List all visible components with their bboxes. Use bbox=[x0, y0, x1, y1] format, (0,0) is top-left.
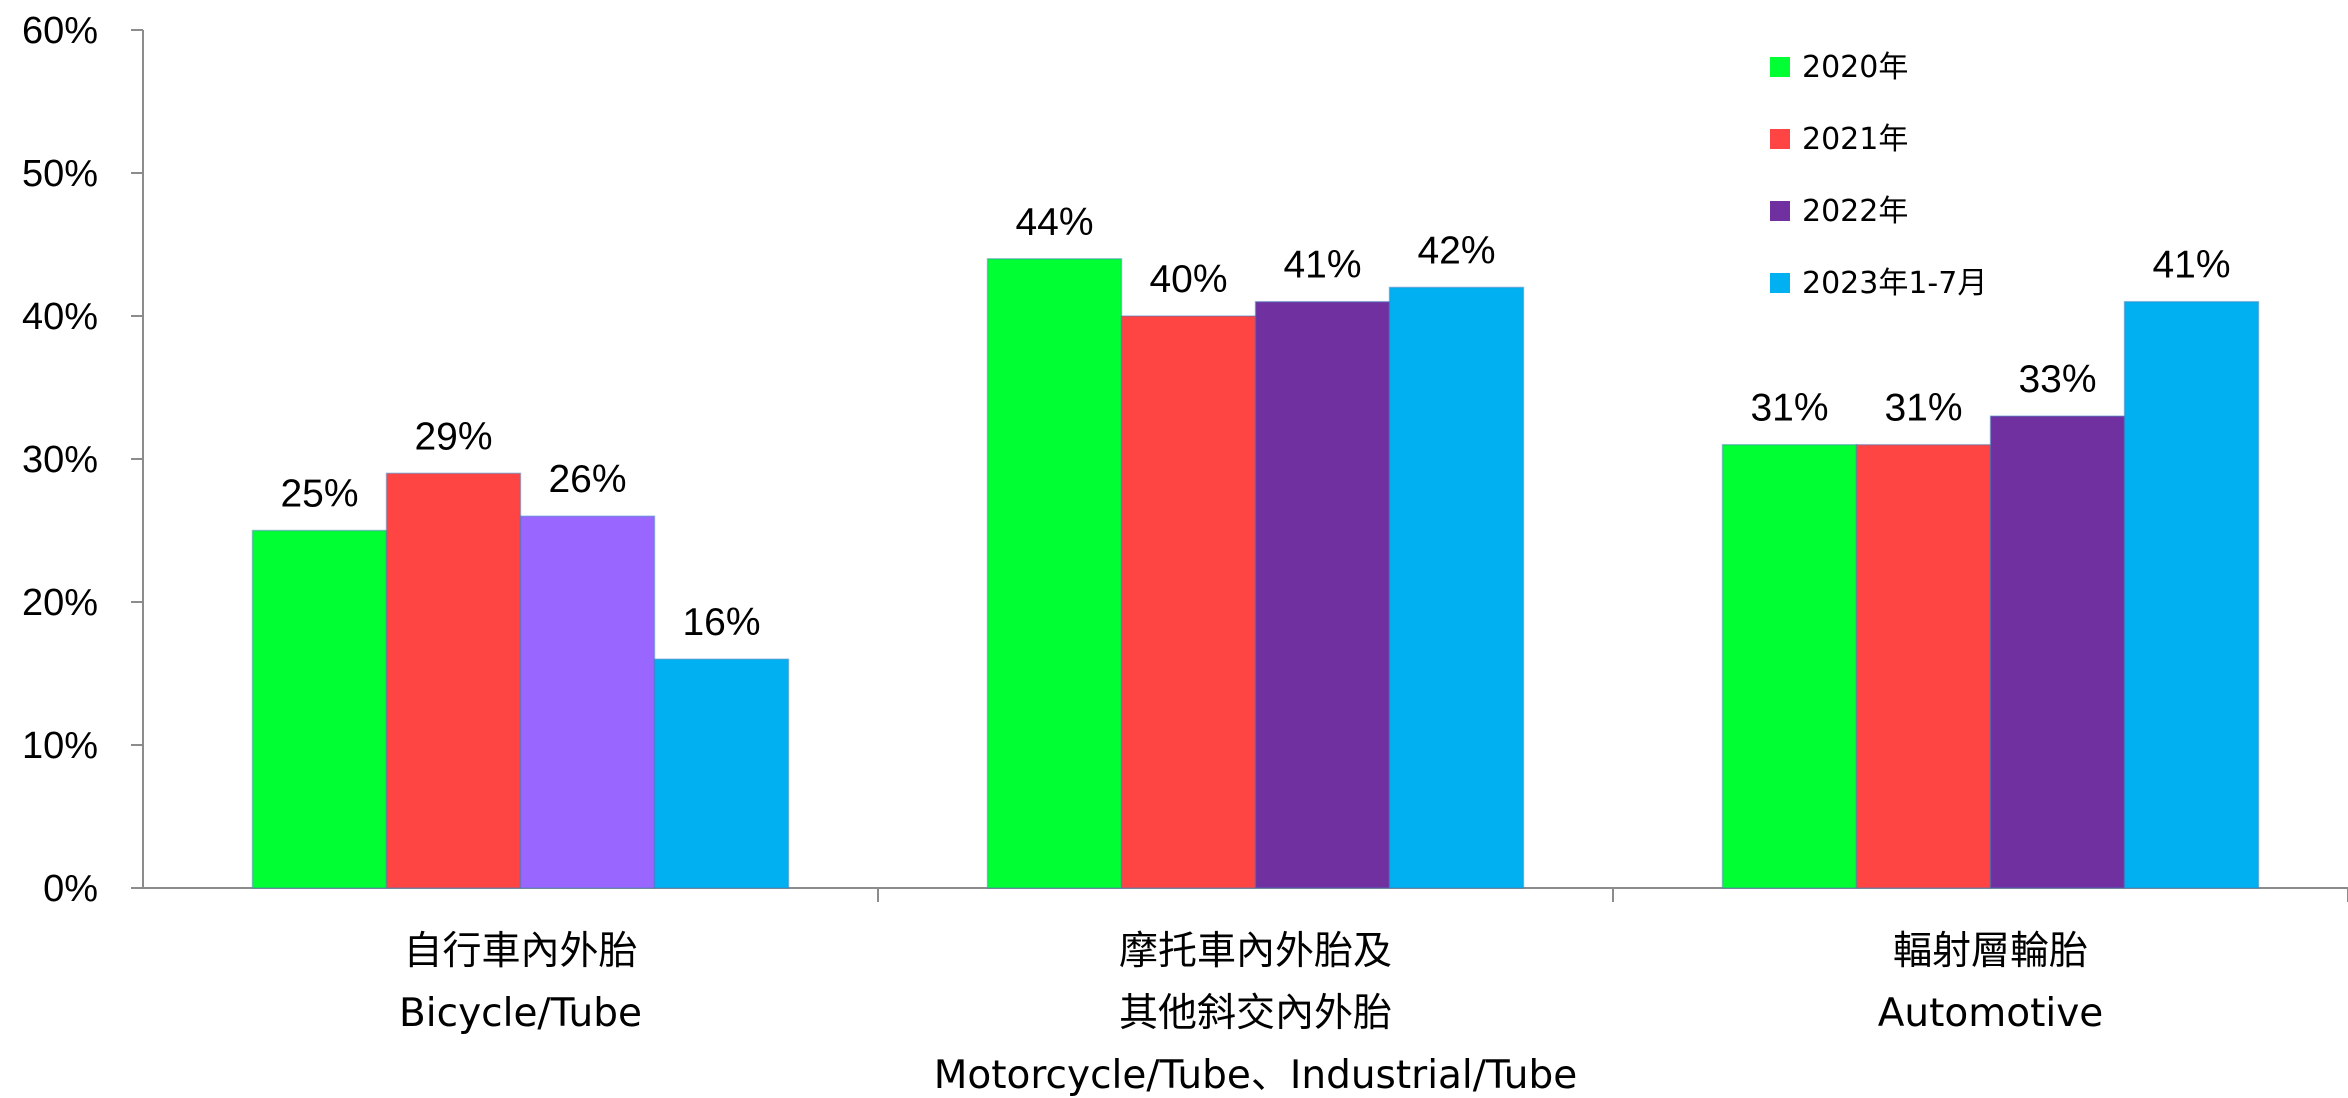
bar bbox=[1855, 443, 1992, 889]
legend-label: 2023年1-7月 bbox=[1802, 266, 1987, 301]
bar-data-label: 42% bbox=[1417, 229, 1495, 272]
bar bbox=[653, 658, 790, 889]
bar bbox=[1721, 443, 1858, 889]
y-tick-label: 50% bbox=[22, 153, 98, 195]
bar-data-label: 31% bbox=[1884, 387, 1962, 430]
bar bbox=[1989, 415, 2126, 889]
category-label: 摩托車內外胎及 bbox=[1119, 929, 1392, 974]
bar bbox=[986, 258, 1123, 889]
y-tick-label: 10% bbox=[22, 725, 98, 767]
bar-data-label: 40% bbox=[1149, 258, 1227, 301]
y-tick-label: 60% bbox=[22, 10, 98, 52]
legend-swatch bbox=[1770, 273, 1790, 293]
bar-data-label: 31% bbox=[1750, 387, 1828, 430]
legend-label: 2020年 bbox=[1802, 50, 1908, 85]
bar-data-label: 33% bbox=[2018, 358, 2096, 401]
legend-swatch bbox=[1770, 201, 1790, 221]
category-label: Automotive bbox=[1878, 991, 2104, 1036]
bar-data-label: 29% bbox=[414, 415, 492, 458]
y-tick-label: 0% bbox=[43, 868, 98, 910]
bar-data-label: 44% bbox=[1015, 201, 1093, 244]
chart-axes: 0% 10% 20% 30% 40% 50% 60% bbox=[22, 10, 2348, 910]
category-label: Motorcycle/Tube、Industrial/Tube bbox=[934, 1053, 1578, 1098]
bar bbox=[1254, 300, 1391, 889]
legend-label: 2021年 bbox=[1802, 122, 1908, 157]
chart-legend: 2020年 2021年 2022年 2023年1-7月 bbox=[1770, 50, 1987, 301]
legend-swatch bbox=[1770, 57, 1790, 77]
legend-label: 2022年 bbox=[1802, 194, 1908, 229]
y-tick-label: 40% bbox=[22, 296, 98, 338]
bar-data-label: 16% bbox=[682, 601, 760, 644]
bar bbox=[1120, 315, 1257, 889]
category-label: 輻射層輪胎 bbox=[1893, 929, 2088, 974]
y-tick-label: 30% bbox=[22, 439, 98, 481]
category-label: Bicycle/Tube bbox=[399, 991, 642, 1036]
category-label: 自行車內外胎 bbox=[403, 929, 637, 974]
legend-swatch bbox=[1770, 129, 1790, 149]
chart-data-labels: 25% 29% 26% 16% 44% 40% 41% 42% 31% 31% 33% 41% bbox=[280, 201, 2230, 644]
bar bbox=[385, 472, 522, 889]
bar-data-label: 41% bbox=[2152, 244, 2230, 287]
bar bbox=[1388, 286, 1525, 889]
chart-bars bbox=[251, 258, 2260, 889]
bar-data-label: 25% bbox=[280, 473, 358, 516]
bar bbox=[2123, 300, 2260, 889]
bar-data-label: 41% bbox=[1283, 244, 1361, 287]
bar bbox=[251, 529, 388, 889]
category-label: 其他斜交內外胎 bbox=[1119, 991, 1392, 1036]
y-tick-label: 20% bbox=[22, 582, 98, 624]
bar bbox=[519, 515, 656, 889]
bar-data-label: 26% bbox=[548, 458, 626, 501]
